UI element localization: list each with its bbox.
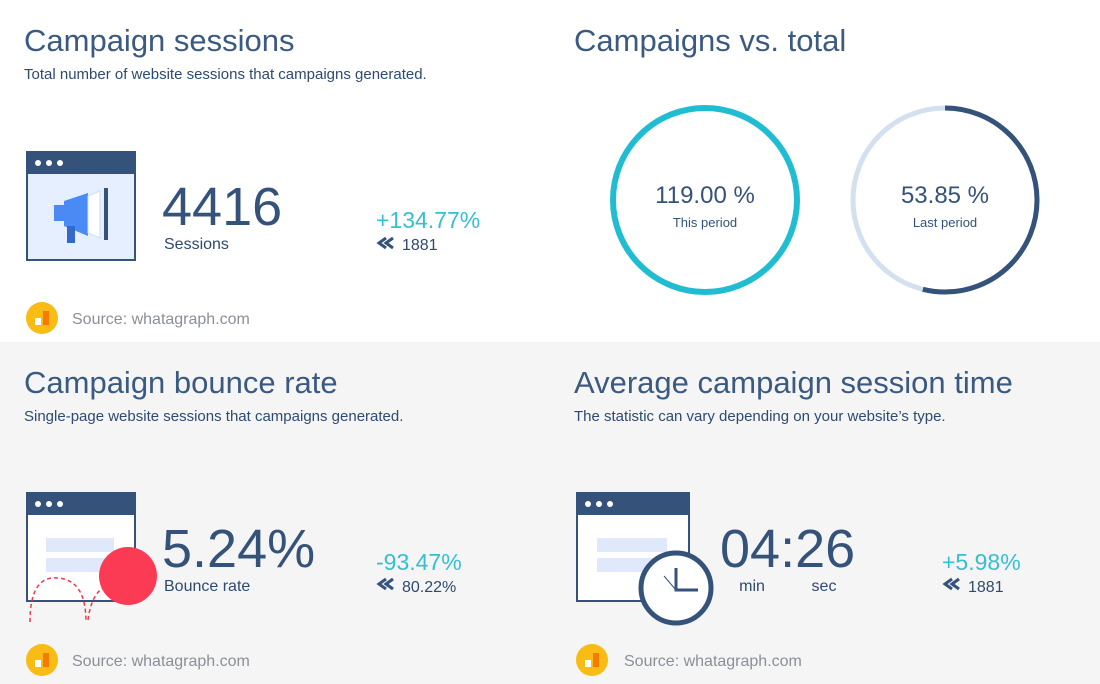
source-text: Source: whatagraph.com [72,653,250,670]
rings: 119.00 % This period 53.85 % Last period [610,105,1040,295]
icon-part [27,152,135,174]
previous-value: 1881 [968,579,1004,596]
panel-subtitle: Total number of website sessions that ca… [24,66,427,83]
source-icon [26,302,58,334]
icon-part [27,493,135,515]
metric-value: 04:26 [720,519,855,579]
icon-part [46,538,114,552]
metric-unit: min [739,578,765,595]
icon-part [26,644,58,676]
icon-part [35,160,41,166]
change-value: -93.47% [376,549,462,575]
previous-icon [942,577,960,591]
previous-icon [376,577,394,591]
metric-value: 4416 [162,177,282,237]
icon-part [35,660,41,667]
icon-part [607,501,613,507]
source-icon [26,644,58,676]
change-value: +134.77% [376,207,480,233]
icon-part [104,188,108,240]
icon-part [596,501,602,507]
panel-subtitle: Single-page website sessions that campai… [24,408,403,425]
icon-part [35,501,41,507]
icon-part [26,302,58,334]
metric-value: 5.24% [162,519,315,579]
ring-label: This period [673,215,737,230]
icon-part [57,501,63,507]
source-text: Source: whatagraph.com [72,311,250,328]
icon-part [99,547,157,605]
metric-label: Bounce rate [164,578,250,595]
icon-part [585,501,591,507]
icon-part [585,660,591,667]
icon-part [67,226,75,243]
icon-part [43,311,49,325]
icon-part [593,653,599,667]
browser-megaphone-icon [26,151,136,261]
icon-part [46,160,52,166]
ring-arc [610,105,800,295]
ring-value: 53.85 % [901,182,989,209]
icon-part [43,653,49,667]
icon-part [663,575,677,591]
lower-background [0,342,1100,684]
icon-part [597,538,667,552]
icon-part [576,644,608,676]
icon-part [57,160,63,166]
icon-part [46,501,52,507]
panel-title: Campaigns vs. total [574,23,846,58]
source-text: Source: whatagraph.com [624,653,802,670]
browser-clock-icon [576,492,714,626]
panel-title: Campaign bounce rate [24,365,338,400]
ring-arc [850,105,1040,295]
icon-part [29,577,87,623]
metric-label: Sessions [164,236,229,253]
icon-part [46,558,114,572]
browser-bounce-icon [26,492,157,623]
previous-value: 1881 [402,237,438,254]
panel-subtitle: The statistic can vary depending on your… [574,408,946,425]
source-icon [576,644,608,676]
icon-part [54,205,64,221]
ring-value: 119.00 % [655,182,755,209]
icon-part [577,493,689,515]
icon-part [87,190,101,239]
panel-title: Campaign sessions [24,23,295,58]
icon-part [64,193,88,236]
metric-unit: sec [812,578,837,595]
change-value: +5.98% [942,549,1021,575]
previous-icon [376,236,394,250]
panel-title: Average campaign session time [574,365,1013,400]
ring-label: Last period [913,215,977,230]
icon-part [35,318,41,325]
previous-value: 80.22% [402,579,456,596]
